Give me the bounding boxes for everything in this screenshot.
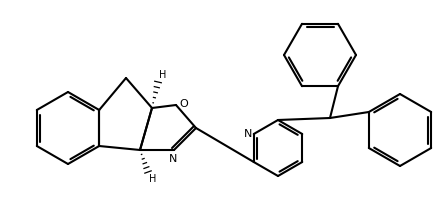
Text: O: O [179, 99, 188, 109]
Text: H: H [149, 174, 156, 184]
Text: N: N [169, 154, 177, 164]
Text: H: H [159, 70, 166, 80]
Text: N: N [244, 129, 252, 139]
